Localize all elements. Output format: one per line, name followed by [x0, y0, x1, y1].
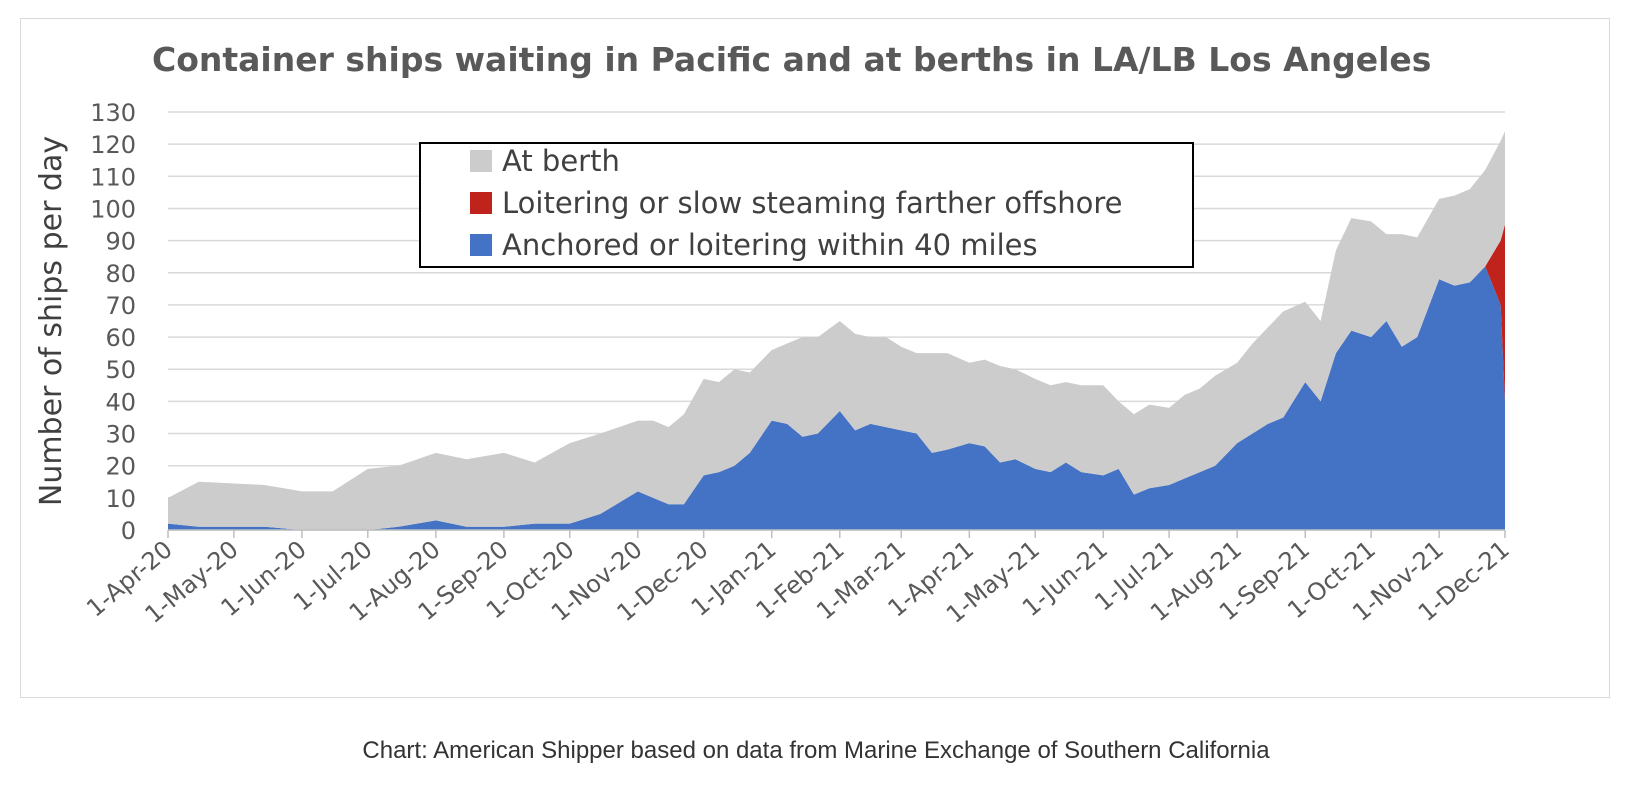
- legend-label: Anchored or loitering within 40 miles: [502, 228, 1038, 262]
- legend-label: At berth: [502, 144, 620, 178]
- y-tick-label: 40: [105, 388, 136, 416]
- y-tick-label: 100: [90, 195, 136, 223]
- legend-swatch: [470, 150, 492, 172]
- legend-swatch: [470, 234, 492, 256]
- x-tick-labels: 1-Apr-201-May-201-Jun-201-Jul-201-Aug-20…: [81, 529, 1515, 629]
- legend-swatch: [470, 192, 492, 214]
- y-tick-label: 50: [105, 356, 136, 384]
- y-tick-labels: 0 10 20 30 40 50 60 70 80 90 100 110 120 130: [90, 99, 136, 545]
- y-tick-label: 120: [90, 131, 136, 159]
- legend-box: [419, 142, 1194, 268]
- y-tick-label: 70: [105, 292, 136, 320]
- y-tick-label: 20: [105, 453, 136, 481]
- area-at-berth: [168, 131, 1505, 531]
- legend: At berth Loitering or slow steaming farth…: [419, 142, 1194, 268]
- y-tick-label: 80: [105, 260, 136, 288]
- y-tick-label: 0: [121, 517, 136, 545]
- chart-title: Container ships waiting in Pacific and a…: [152, 40, 1431, 79]
- area-series: [168, 131, 1505, 531]
- area-anchored-or-loitering-within-40-miles: [168, 266, 1505, 530]
- y-tick-label: 10: [105, 485, 136, 513]
- y-tick-label: 30: [105, 421, 136, 449]
- stacked-area-chart: Container ships waiting in Pacific and a…: [34, 40, 1515, 629]
- y-tick-label: 60: [105, 324, 136, 352]
- y-tick-label: 110: [90, 163, 136, 191]
- y-tick-label: 130: [90, 99, 136, 127]
- y-tick-label: 90: [105, 228, 136, 256]
- chart-caption: Chart: American Shipper based on data fr…: [362, 737, 1270, 764]
- y-axis-label: Number of ships per day: [34, 136, 69, 506]
- legend-label: Loitering or slow steaming farther offsh…: [502, 186, 1123, 220]
